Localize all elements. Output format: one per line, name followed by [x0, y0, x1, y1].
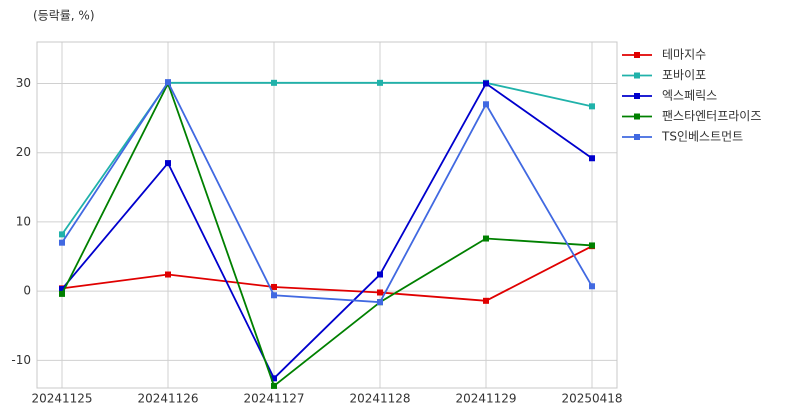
series-line — [61, 81, 593, 388]
legend-marker — [634, 52, 640, 58]
series-line — [61, 245, 593, 302]
point-marker — [271, 382, 277, 389]
legend-marker — [634, 113, 640, 120]
point-marker — [59, 286, 65, 293]
point-marker — [377, 79, 383, 86]
x-tick-label: 20241125 — [31, 392, 92, 406]
y-tick-label: -10 — [11, 353, 31, 367]
x-tick-label: 20241127 — [243, 392, 304, 406]
point-marker — [377, 289, 383, 296]
point-marker — [589, 155, 595, 162]
point-marker — [59, 231, 65, 238]
series-line — [61, 80, 593, 304]
point-marker — [59, 239, 65, 246]
x-tick-label: 20241126 — [137, 392, 198, 406]
point-marker — [589, 103, 595, 110]
point-marker — [483, 80, 489, 87]
point-marker — [483, 101, 489, 108]
point-marker — [271, 283, 277, 290]
point-marker — [483, 297, 489, 304]
y-axis-label: (등락률, %) — [33, 9, 95, 23]
series-line — [61, 81, 593, 235]
point-marker — [165, 160, 171, 167]
point-marker — [271, 292, 277, 299]
point-marker — [271, 375, 277, 382]
legend-label: TS인베스트먼트 — [661, 130, 743, 144]
y-tick-label: 30 — [16, 76, 31, 90]
plot-frame — [36, 41, 618, 389]
point-marker — [59, 290, 65, 297]
legend-label: 테마지수 — [662, 48, 706, 62]
legend-label: 엑스페릭스 — [662, 89, 717, 103]
legend-marker — [634, 134, 640, 140]
legend-marker — [634, 93, 640, 99]
y-tick-label: 10 — [16, 214, 31, 228]
point-marker — [483, 235, 489, 242]
y-tick-label: 0 — [23, 284, 31, 298]
x-tick-label: 20250418 — [561, 392, 622, 406]
x-tick-label: 20241129 — [455, 392, 516, 406]
point-marker — [165, 271, 171, 278]
point-marker — [589, 242, 595, 249]
series-line — [61, 82, 593, 380]
y-tick-label: 20 — [16, 145, 31, 159]
legend-label: 팬스타엔터프라이즈 — [662, 109, 761, 123]
point-marker — [271, 79, 277, 86]
point-marker — [165, 79, 171, 86]
x-tick-label: 20241128 — [349, 392, 410, 406]
point-marker — [377, 299, 383, 306]
legend-label: 포바이포 — [662, 68, 706, 82]
point-marker — [377, 271, 383, 278]
legend-marker — [634, 72, 640, 79]
point-marker — [589, 283, 595, 290]
